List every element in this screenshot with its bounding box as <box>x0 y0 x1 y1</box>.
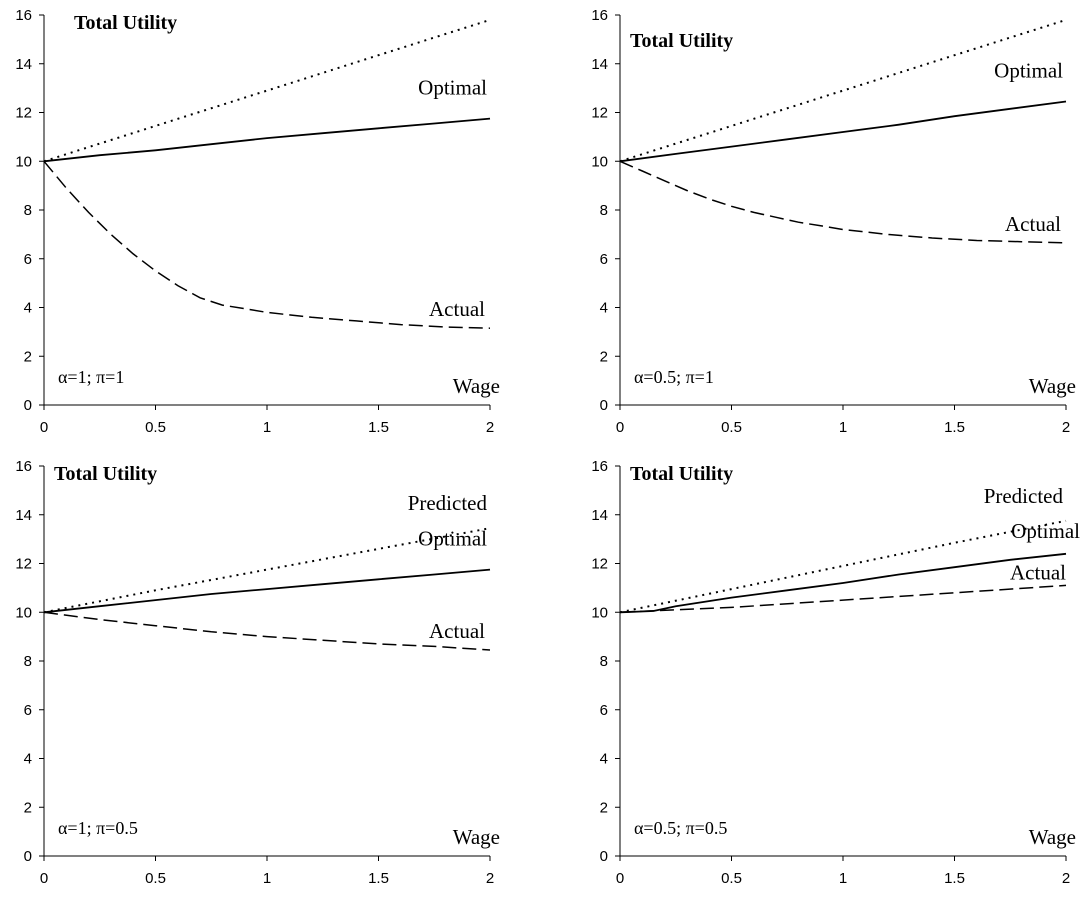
y-tick-label: 14 <box>15 507 32 524</box>
x-tick-label: 1 <box>263 419 271 436</box>
y-tick-label: 2 <box>24 348 32 365</box>
x-tick-label: 0.5 <box>145 419 166 436</box>
series-line-actual <box>43 611 491 651</box>
series-label-optimal: Optimal <box>418 527 487 551</box>
y-tick-label: 0 <box>600 848 608 865</box>
y-tick-label: 2 <box>600 799 608 816</box>
x-axis-label: Wage <box>1029 374 1076 398</box>
y-tick-label: 10 <box>591 604 608 621</box>
x-tick-label: 1 <box>263 870 271 887</box>
x-tick-label: 0.5 <box>721 870 742 887</box>
x-tick-label: 0 <box>616 419 624 436</box>
chart-title: Total Utility <box>630 463 733 485</box>
chart-panel-2: 0 2 4 6 8 10 12 14 16 0 0.5 1 1.5 2 Total Utility α=0.5… <box>591 7 1076 436</box>
x-tick-label: 1.5 <box>944 870 965 887</box>
chart-title: Total Utility <box>54 463 157 485</box>
x-tick-label: 0 <box>616 870 624 887</box>
series-line-predicted <box>43 18 491 163</box>
y-tick-label: 14 <box>591 56 608 73</box>
chart-title: Total Utility <box>630 30 733 52</box>
y-tick-label: 12 <box>15 105 32 122</box>
x-tick-label: 2 <box>1062 870 1070 887</box>
x-axis-label: Wage <box>453 825 500 849</box>
y-tick-label: 8 <box>24 202 32 219</box>
x-axis-label: Wage <box>453 374 500 398</box>
series-line-optimal <box>43 568 491 614</box>
chart-title: Total Utility <box>74 12 177 34</box>
series-line-predicted <box>619 519 1067 614</box>
x-axis-label: Wage <box>1029 825 1076 849</box>
series-label-optimal: Optimal <box>994 59 1063 83</box>
series-line-actual <box>619 160 1067 244</box>
chart-panel-4: 0 2 4 6 8 10 12 14 16 0 0.5 1 1.5 2 Total Utility α=0.5… <box>591 458 1080 887</box>
y-tick-label: 0 <box>24 397 32 414</box>
x-tick-label: 0.5 <box>721 419 742 436</box>
parameter-annotation: α=1; π=0.5 <box>58 818 138 838</box>
chart-panel-1: 0 2 4 6 8 10 12 14 16 0 0.5 1 1.5 2 Total Utility α=1; … <box>15 7 500 436</box>
series-line-actual <box>619 584 1067 614</box>
y-tick-label: 16 <box>591 7 608 24</box>
series-line-predicted <box>43 527 491 614</box>
y-tick-label: 10 <box>591 153 608 170</box>
series-label-actual: Actual <box>1005 212 1061 236</box>
y-tick-label: 14 <box>15 56 32 73</box>
parameter-annotation: α=0.5; π=1 <box>634 367 714 387</box>
y-tick-label: 12 <box>591 105 608 122</box>
y-tick-label: 12 <box>15 556 32 573</box>
y-tick-label: 6 <box>600 702 608 719</box>
y-tick-label: 8 <box>24 653 32 670</box>
y-tick-label: 4 <box>24 300 32 317</box>
series-label-predicted: Predicted <box>984 484 1064 508</box>
series-line-optimal <box>619 552 1067 614</box>
chart-panel-3: 0 2 4 6 8 10 12 14 16 0 0.5 1 1.5 2 Total Utility α=1; … <box>15 458 500 887</box>
y-tick-label: 6 <box>600 251 608 268</box>
series-label-actual: Actual <box>1010 560 1066 584</box>
x-tick-label: 0 <box>40 870 48 887</box>
x-tick-label: 1 <box>839 419 847 436</box>
parameter-annotation: α=1; π=1 <box>58 367 124 387</box>
y-tick-label: 4 <box>600 300 608 317</box>
series-line-predicted <box>619 18 1067 163</box>
y-tick-label: 6 <box>24 702 32 719</box>
y-tick-label: 8 <box>600 653 608 670</box>
y-tick-label: 10 <box>15 604 32 621</box>
series-label-predicted: Predicted <box>408 491 488 515</box>
y-tick-label: 2 <box>24 799 32 816</box>
y-tick-label: 10 <box>15 153 32 170</box>
series-line-optimal <box>619 100 1067 163</box>
x-tick-label: 1.5 <box>368 419 389 436</box>
y-tick-label: 16 <box>591 458 608 475</box>
y-tick-label: 14 <box>591 507 608 524</box>
x-tick-label: 1.5 <box>944 419 965 436</box>
series-label-actual: Actual <box>429 297 485 321</box>
x-tick-label: 1.5 <box>368 870 389 887</box>
y-tick-label: 16 <box>15 7 32 24</box>
series-label-optimal: Optimal <box>1011 519 1080 543</box>
y-tick-label: 2 <box>600 348 608 365</box>
series-label-actual: Actual <box>429 619 485 643</box>
series-line-actual <box>43 160 491 329</box>
y-tick-label: 4 <box>600 751 608 768</box>
x-tick-label: 0.5 <box>145 870 166 887</box>
y-tick-label: 0 <box>600 397 608 414</box>
x-tick-label: 2 <box>486 870 494 887</box>
y-tick-label: 12 <box>591 556 608 573</box>
x-tick-label: 2 <box>486 419 494 436</box>
y-tick-label: 4 <box>24 751 32 768</box>
x-tick-label: 0 <box>40 419 48 436</box>
y-tick-label: 8 <box>600 202 608 219</box>
x-tick-label: 1 <box>839 870 847 887</box>
series-line-optimal <box>43 117 491 163</box>
y-tick-label: 6 <box>24 251 32 268</box>
x-tick-label: 2 <box>1062 419 1070 436</box>
y-tick-label: 0 <box>24 848 32 865</box>
y-tick-label: 16 <box>15 458 32 475</box>
parameter-annotation: α=0.5; π=0.5 <box>634 818 727 838</box>
series-label-optimal: Optimal <box>418 76 487 100</box>
